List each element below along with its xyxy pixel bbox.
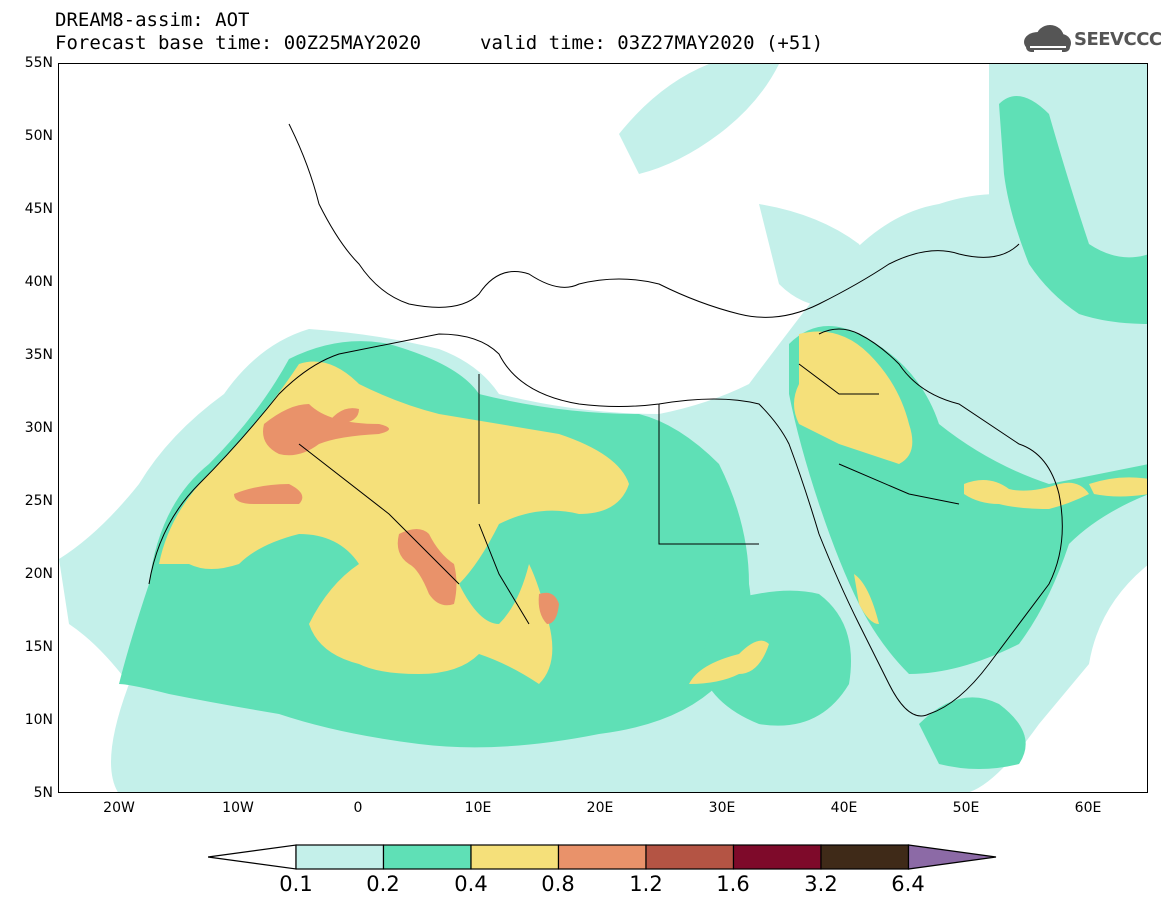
title-base-time: Forecast base time: 00Z25MAY2020 <box>55 32 422 54</box>
colorbar-swatch <box>557 844 647 870</box>
colorbar-arrow-low <box>208 844 297 870</box>
colorbar-swatch <box>645 844 735 870</box>
colorbar-label: 0.8 <box>541 872 575 896</box>
lon-label: 10W <box>222 800 254 816</box>
colorbar-swatch <box>470 844 560 870</box>
colorbar-label: 3.2 <box>804 872 838 896</box>
lat-label: 25N <box>24 493 53 509</box>
lat-label: 15N <box>24 639 53 655</box>
lat-label: 30N <box>24 420 53 436</box>
lat-label: 40N <box>24 274 53 290</box>
colorbar-swatch <box>382 844 472 870</box>
map-frame <box>58 63 1148 793</box>
logo-text: SEEVCCC <box>1074 29 1162 50</box>
title-valid-time: valid time: 03Z27MAY2020 (+51) <box>480 32 824 54</box>
lon-label: 20W <box>103 800 135 816</box>
cloud-logo-icon <box>1024 25 1071 52</box>
colorbar-label: 6.4 <box>891 872 925 896</box>
colorbar-swatch <box>295 844 385 870</box>
lon-label: 50E <box>952 800 980 816</box>
colorbar-label: 0.4 <box>454 872 488 896</box>
lat-label: 35N <box>24 347 53 363</box>
lat-label: 10N <box>24 712 53 728</box>
lon-label: 60E <box>1074 800 1102 816</box>
colorbar <box>208 844 997 870</box>
lat-label: 20N <box>24 566 53 582</box>
colorbar-label: 1.6 <box>716 872 750 896</box>
lon-label: 10E <box>464 800 492 816</box>
colorbar-label: 1.2 <box>629 872 663 896</box>
lat-label: 45N <box>24 201 53 217</box>
colorbar-swatch <box>820 844 910 870</box>
lat-label: 5N <box>33 785 53 801</box>
coastline-borders <box>148 123 1063 717</box>
lat-label: 50N <box>24 128 53 144</box>
lon-label: 0 <box>353 800 363 816</box>
colorbar-arrow-high <box>907 844 997 870</box>
colorbar-label: 0.1 <box>279 872 313 896</box>
title-product: DREAM8-assim: AOT <box>55 9 250 31</box>
lon-label: 30E <box>708 800 736 816</box>
lat-label: 55N <box>24 55 53 71</box>
aot-map <box>59 64 1147 792</box>
lon-label: 40E <box>830 800 858 816</box>
lon-label: 20E <box>586 800 614 816</box>
colorbar-swatch <box>732 844 822 870</box>
aot-contour-08 <box>234 404 559 624</box>
colorbar-label: 0.2 <box>366 872 400 896</box>
